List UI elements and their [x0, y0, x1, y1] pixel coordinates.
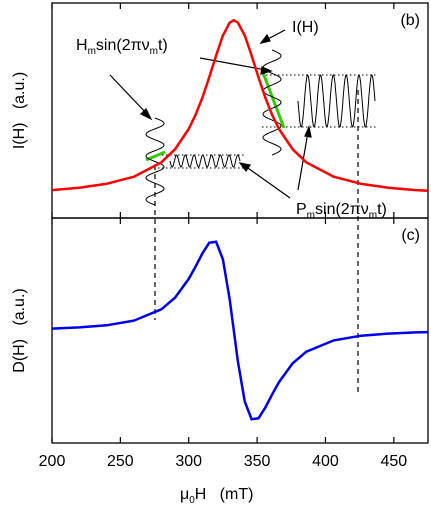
- x-tick-label: 200: [39, 453, 66, 470]
- curve: [51, 240, 429, 421]
- annotation-part: P: [296, 201, 307, 218]
- panel-label: (b): [400, 12, 420, 29]
- annotation: I(H): [292, 19, 319, 36]
- panel-label: (c): [401, 227, 420, 244]
- annotation-part: sin(2πν: [315, 201, 369, 218]
- x-tick-label: 400: [312, 453, 339, 470]
- x-axis-label: μ0H (mT): [180, 486, 253, 505]
- x-axis-label-part: H (mT): [195, 486, 254, 503]
- x-tick-label: 450: [380, 453, 407, 470]
- curve: [51, 18, 429, 192]
- y-axis-label: D(H) (a.u.): [11, 288, 28, 372]
- annotation: Hmsin(2πνmt): [76, 37, 168, 56]
- guide-dots: [158, 154, 245, 169]
- annotation-part: H: [76, 37, 88, 54]
- x-tick-label: 300: [175, 453, 202, 470]
- annotation: Pmsin(2πνmt): [296, 201, 387, 220]
- annotation-part: m: [307, 210, 315, 221]
- annotation-part: m: [88, 46, 96, 57]
- modulation-segment: [260, 69, 286, 129]
- y-axis-label: I(H) (a.u.): [11, 72, 28, 149]
- wave: [297, 74, 376, 128]
- x-tick-label: 250: [107, 453, 134, 470]
- annotation-part: sin(2πν: [96, 37, 150, 54]
- plot-frame: [51, 217, 429, 444]
- arrows: [109, 29, 312, 199]
- x-tick-label: 350: [244, 453, 271, 470]
- x-axis-label-part: 0: [189, 495, 195, 506]
- annotation-part: m: [150, 46, 158, 57]
- wave: [145, 117, 165, 206]
- annotation-part: t): [158, 37, 168, 54]
- annotation-part: m: [369, 210, 377, 221]
- annotation-part: t): [377, 201, 387, 218]
- x-axis-label-part: μ: [180, 486, 189, 503]
- wave: [169, 154, 241, 168]
- annotation-part: I(H): [292, 19, 319, 36]
